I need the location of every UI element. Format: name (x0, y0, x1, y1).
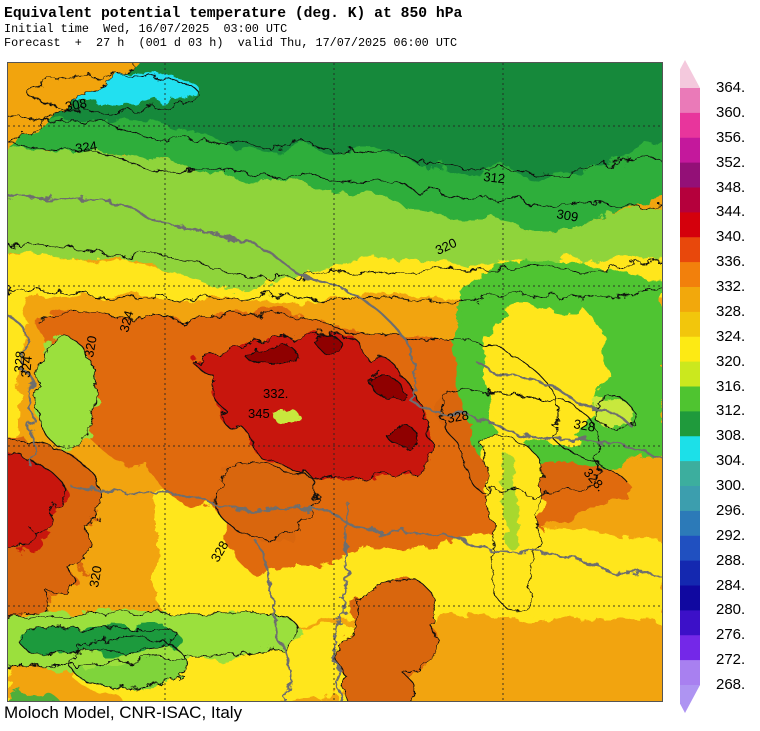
svg-text:324: 324 (18, 355, 35, 378)
svg-text:332.: 332. (263, 386, 288, 401)
svg-text:312: 312 (483, 169, 506, 186)
svg-text:324: 324 (74, 138, 98, 156)
svg-text:345: 345 (248, 406, 270, 421)
